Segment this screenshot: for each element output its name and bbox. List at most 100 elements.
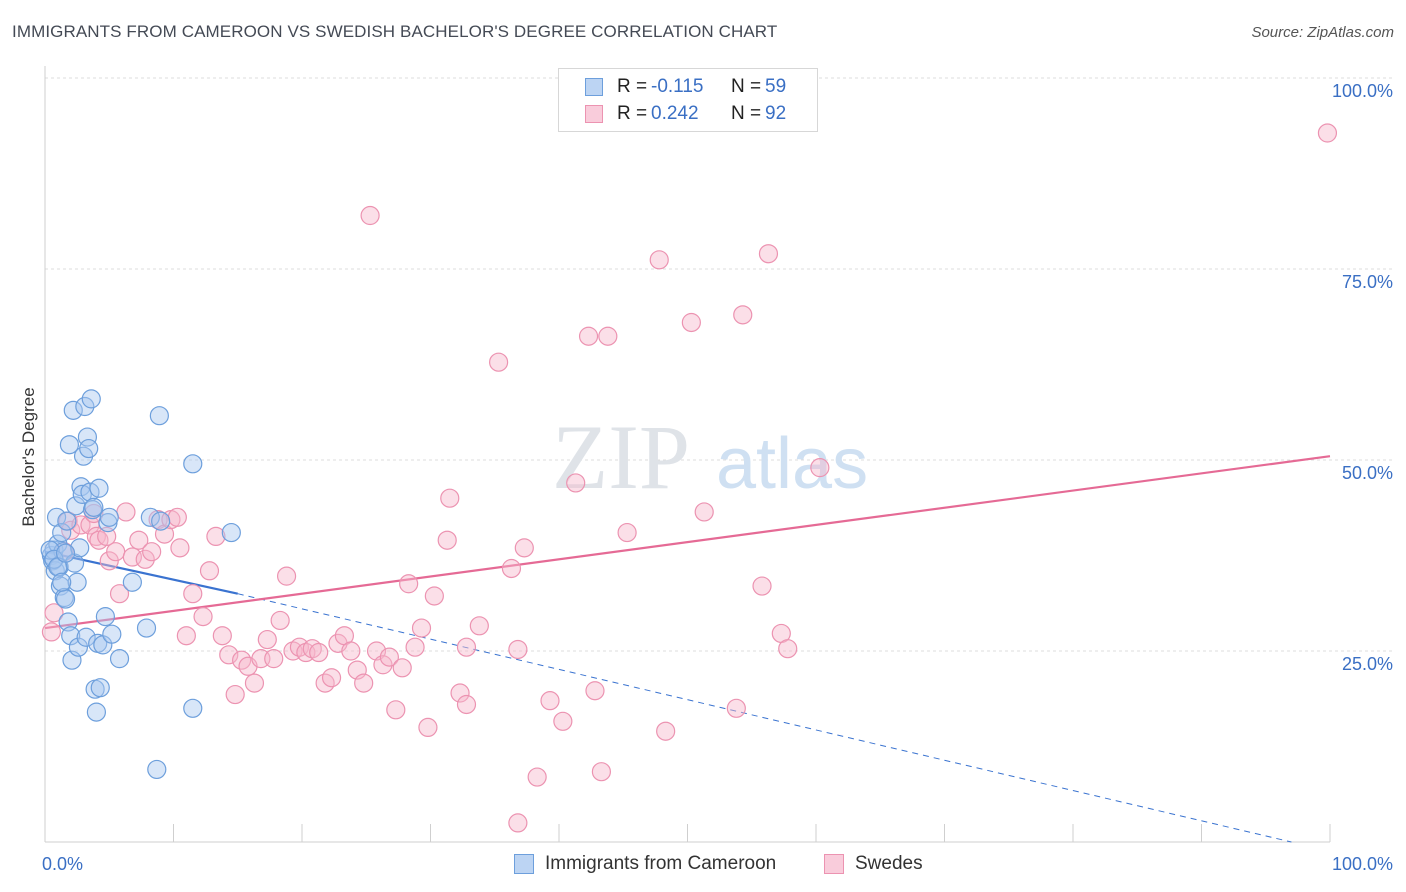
cameroon-point	[99, 507, 119, 527]
grid-layer	[45, 77, 1395, 652]
swedes-point	[694, 502, 714, 522]
cameroon-point	[57, 511, 77, 531]
swedes-point	[97, 526, 117, 547]
cameroon-trend-line	[44, 550, 238, 595]
watermark: ZIP atlas	[552, 406, 868, 508]
swedes-point	[225, 684, 245, 705]
swedes-point	[170, 538, 190, 558]
swedes-point	[399, 574, 419, 594]
cameroon-point	[54, 587, 74, 608]
series-swatch-blue	[514, 854, 534, 874]
cameroon-point	[149, 406, 169, 426]
cameroon-trend-projection	[237, 593, 1292, 843]
swedes-point	[379, 647, 399, 667]
swedes-point	[373, 655, 393, 675]
swedes-point	[206, 526, 226, 547]
swedes-point	[540, 691, 560, 711]
legend-r-value: -0.115	[651, 76, 704, 97]
x-tick-label: 0.0%	[42, 854, 83, 874]
swedes-point	[469, 616, 489, 636]
swedes-point	[566, 473, 586, 493]
cameroon-point	[55, 589, 76, 609]
swedes-point	[386, 700, 406, 720]
swedes-point	[41, 622, 62, 642]
cameroon-point	[221, 522, 241, 543]
swedes-point	[109, 584, 130, 604]
swedes-point	[733, 305, 753, 325]
swedes-point	[176, 626, 196, 646]
swedes-point	[489, 352, 509, 372]
swedes-point	[617, 522, 637, 543]
swedes-point	[360, 205, 380, 226]
cameroon-point	[70, 538, 90, 558]
swedes-point	[508, 813, 528, 833]
legend-r-label: R =	[617, 103, 648, 124]
series-legend: Immigrants from Cameroon Swedes	[0, 853, 1406, 877]
swedes-point	[44, 603, 64, 623]
trend-layer	[44, 455, 1331, 843]
cameroon-point	[151, 511, 171, 531]
swedes-point	[424, 586, 444, 606]
cameroon-point	[52, 572, 72, 592]
cameroon-point	[63, 400, 83, 420]
cameroon-point	[183, 698, 203, 718]
swedes-point	[315, 673, 335, 693]
series-label-cameroon: Immigrants from Cameroon	[545, 853, 777, 874]
swedes-point	[649, 250, 669, 270]
swedes-point	[244, 673, 265, 693]
cameroon-point	[84, 497, 104, 517]
legend-r-label: R =	[617, 76, 648, 97]
swedes-point	[418, 717, 438, 738]
cameroon-point	[75, 396, 95, 417]
swedes-point	[264, 649, 284, 669]
chart-title: IMMIGRANTS FROM CAMEROON VS SWEDISH BACH…	[12, 22, 778, 41]
legend-n-label: N =	[731, 76, 762, 97]
cameroon-point	[55, 543, 76, 563]
cameroon-point	[72, 484, 92, 504]
swedes-point	[321, 668, 342, 688]
swedes-point	[309, 642, 329, 663]
correlation-legend: R = -0.115 N = 59 R = 0.242 N = 92	[558, 68, 818, 132]
cameroon-point	[147, 759, 167, 780]
swedes-point	[585, 681, 605, 701]
cameroon-point	[59, 435, 80, 455]
watermark-atlas: atlas	[716, 424, 868, 504]
cameroon-point	[89, 478, 109, 498]
swedes-point	[183, 584, 203, 604]
legend-swatch-pink	[585, 105, 603, 123]
swedes-point	[553, 711, 573, 731]
swedes-point	[135, 549, 155, 569]
swedes-point	[193, 607, 213, 627]
cameroon-point	[95, 607, 115, 627]
series-swatch-pink	[824, 854, 844, 874]
swedes-point	[354, 673, 374, 693]
swedes-point	[1317, 123, 1338, 143]
swedes-point	[106, 542, 126, 562]
watermark-zip: ZIP	[552, 406, 690, 508]
swedes-trend-line	[44, 455, 1331, 630]
cameroon-point	[183, 454, 203, 474]
swedes-point	[411, 618, 432, 638]
series-legend-cameroon: Immigrants from Cameroon	[514, 853, 776, 875]
swedes-point	[726, 698, 746, 718]
swedes-point	[501, 558, 522, 579]
axis-layer: 25.0% 50.0% 75.0% 100.0% 0.0% 100.0%	[42, 66, 1393, 874]
cameroon-point	[140, 507, 160, 527]
cameroon-point	[67, 572, 87, 592]
swedes-point	[758, 244, 779, 264]
swedes-point	[450, 683, 470, 703]
legend-n-label: N =	[731, 103, 762, 124]
legend-n-value: 92	[765, 103, 787, 124]
x-tick-label: 100.0%	[1332, 854, 1393, 874]
cameroon-point	[76, 627, 96, 647]
y-tick-label: 25.0%	[1342, 654, 1393, 674]
swedes-point	[437, 530, 457, 550]
cameroon-point	[68, 637, 89, 657]
swedes-point	[656, 721, 676, 741]
swedes-point	[116, 502, 136, 522]
series-legend-swedes: Swedes	[824, 853, 923, 875]
cameroon-point	[86, 702, 107, 722]
swedes-point	[591, 762, 612, 782]
swedes-point	[598, 326, 618, 346]
swedes-point	[276, 566, 297, 586]
